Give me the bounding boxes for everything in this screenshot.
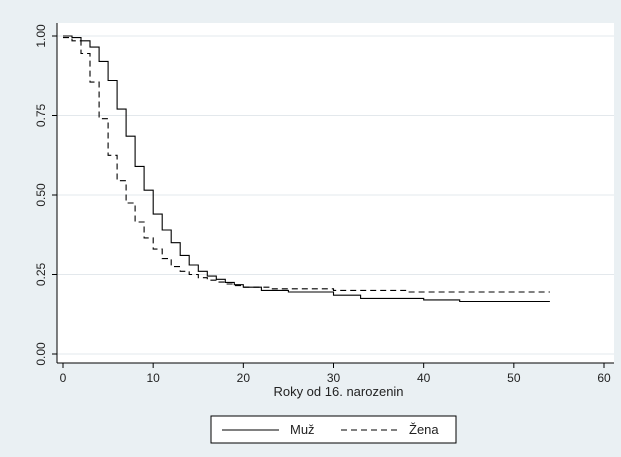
- series-lines: [63, 35, 550, 303]
- x-tick-label: 30: [327, 371, 341, 385]
- y-tick-label: 0.00: [34, 342, 48, 366]
- x-tick-label: 60: [597, 371, 611, 385]
- x-tick-label: 10: [146, 371, 160, 385]
- series-line-zena: [63, 37, 550, 293]
- x-tick-label: 40: [417, 371, 431, 385]
- tick-marks: [52, 35, 605, 368]
- x-axis-label: Roky od 16. narozenin: [273, 384, 403, 399]
- x-tick-label: 0: [60, 371, 67, 385]
- legend-label-zena: Žena: [409, 422, 439, 437]
- axes: [56, 23, 614, 364]
- grid-lines: [57, 35, 614, 355]
- legend: Muž Žena: [210, 415, 457, 444]
- y-tick-label: 0.75: [34, 103, 48, 127]
- legend-label-muz: Muž: [290, 422, 315, 437]
- series-line-muz: [63, 35, 550, 303]
- x-tick-label: 50: [507, 371, 521, 385]
- x-tick-label: 20: [237, 371, 251, 385]
- y-tick-label: 0.50: [34, 183, 48, 207]
- plot-area: [57, 23, 614, 363]
- y-tick-label: 1.00: [34, 24, 48, 48]
- y-tick-label: 0.25: [34, 262, 48, 286]
